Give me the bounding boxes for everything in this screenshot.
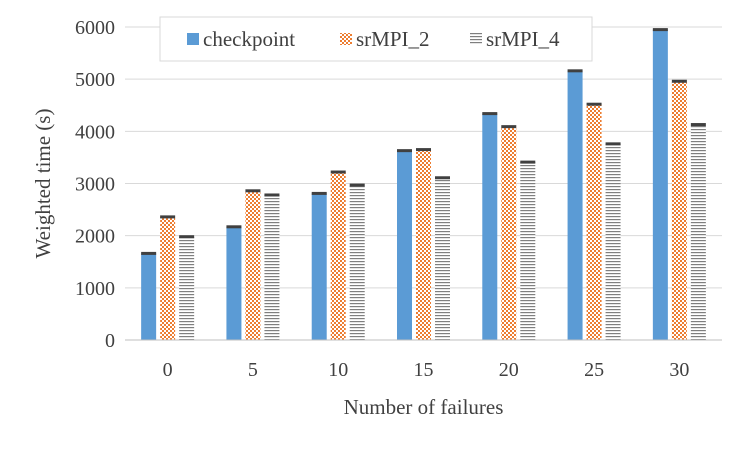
bar-srMPI_2-15: [416, 149, 431, 340]
error-cap-srMPI_2-30: [671, 79, 687, 83]
x-tick-label-15: 15: [414, 359, 434, 381]
error-cap-checkpoint-0: [141, 251, 157, 255]
error-cap-srMPI_4-10: [349, 183, 365, 187]
error-cap-srMPI_2-15: [416, 148, 431, 152]
x-axis-title: Number of failures: [344, 395, 504, 419]
y-tick-label-6000: 6000: [75, 17, 115, 39]
error-cap-srMPI_4-15: [435, 176, 450, 180]
legend-swatch-checkpoint: [187, 33, 199, 45]
legend-swatch-srMPI_4: [470, 33, 482, 45]
error-cap-srMPI_2-25: [586, 102, 602, 106]
legend: checkpoint srMPI_2 srMPI_4: [159, 16, 593, 62]
y-tick-label-2000: 2000: [75, 226, 115, 248]
bar-srMPI_4-20: [520, 162, 536, 340]
bar-srMPI_2-25: [586, 104, 602, 340]
x-tick-label-25: 25: [584, 359, 604, 381]
bar-srMPI_2-30: [671, 81, 687, 341]
error-cap-srMPI_2-0: [160, 215, 176, 219]
y-tick-label-3000: 3000: [75, 174, 115, 196]
bar-checkpoint-5: [226, 226, 242, 340]
error-cap-srMPI_4-25: [605, 142, 621, 146]
bar-srMPI_4-30: [690, 124, 706, 340]
error-cap-checkpoint-15: [397, 149, 412, 153]
y-axis-title: Weighted time (s): [31, 109, 55, 259]
y-axis-tick-labels: 0 1000 2000 3000 4000 5000 6000: [75, 17, 115, 352]
x-tick-label-0: 0: [163, 359, 173, 381]
legend-label-srMPI_4: srMPI_4: [486, 27, 560, 51]
error-cap-srMPI_4-20: [520, 160, 536, 164]
x-tick-label-20: 20: [499, 359, 519, 381]
x-axis-tick-labels: 0 5 10 15 20 25 30: [163, 359, 690, 381]
error-cap-checkpoint-30: [652, 28, 668, 32]
legend-swatch-srMPI_2: [340, 33, 352, 45]
bar-srMPI_4-5: [264, 194, 280, 340]
x-tick-label-30: 30: [669, 359, 689, 381]
error-cap-srMPI_4-5: [264, 193, 280, 197]
error-cap-checkpoint-25: [567, 69, 583, 73]
x-tick-label-10: 10: [328, 359, 348, 381]
bar-srMPI_4-10: [349, 185, 365, 340]
bars: [141, 28, 706, 341]
bar-srMPI_4-25: [605, 143, 621, 340]
error-cap-srMPI_4-30: [690, 123, 706, 127]
bar-srMPI_4-0: [179, 236, 195, 340]
bar-srMPI_2-0: [160, 216, 176, 340]
bar-checkpoint-10: [311, 193, 327, 340]
error-cap-checkpoint-10: [311, 191, 327, 195]
y-tick-label-0: 0: [105, 330, 115, 352]
error-cap-srMPI_2-10: [330, 170, 346, 174]
error-cap-srMPI_2-20: [501, 125, 517, 129]
y-tick-label-4000: 4000: [75, 121, 115, 143]
bar-srMPI_4-15: [435, 177, 450, 340]
bar-srMPI_2-5: [245, 190, 261, 340]
legend-label-srMPI_2: srMPI_2: [356, 27, 430, 51]
error-cap-srMPI_4-0: [179, 235, 195, 239]
bar-checkpoint-30: [652, 29, 668, 340]
y-tick-label-5000: 5000: [75, 69, 115, 91]
y-tick-label-1000: 1000: [75, 278, 115, 300]
error-cap-srMPI_2-5: [245, 189, 261, 193]
bar-checkpoint-0: [141, 253, 157, 340]
bar-srMPI_2-10: [330, 172, 346, 340]
x-tick-label-5: 5: [248, 359, 258, 381]
bar-checkpoint-25: [567, 70, 583, 340]
legend-label-checkpoint: checkpoint: [203, 27, 295, 51]
bar-checkpoint-15: [397, 150, 412, 340]
bar-checkpoint-20: [482, 113, 498, 340]
error-cap-checkpoint-20: [482, 112, 498, 116]
legend-box: [159, 16, 593, 62]
bar-srMPI_2-20: [501, 126, 517, 340]
error-cap-checkpoint-5: [226, 225, 242, 229]
